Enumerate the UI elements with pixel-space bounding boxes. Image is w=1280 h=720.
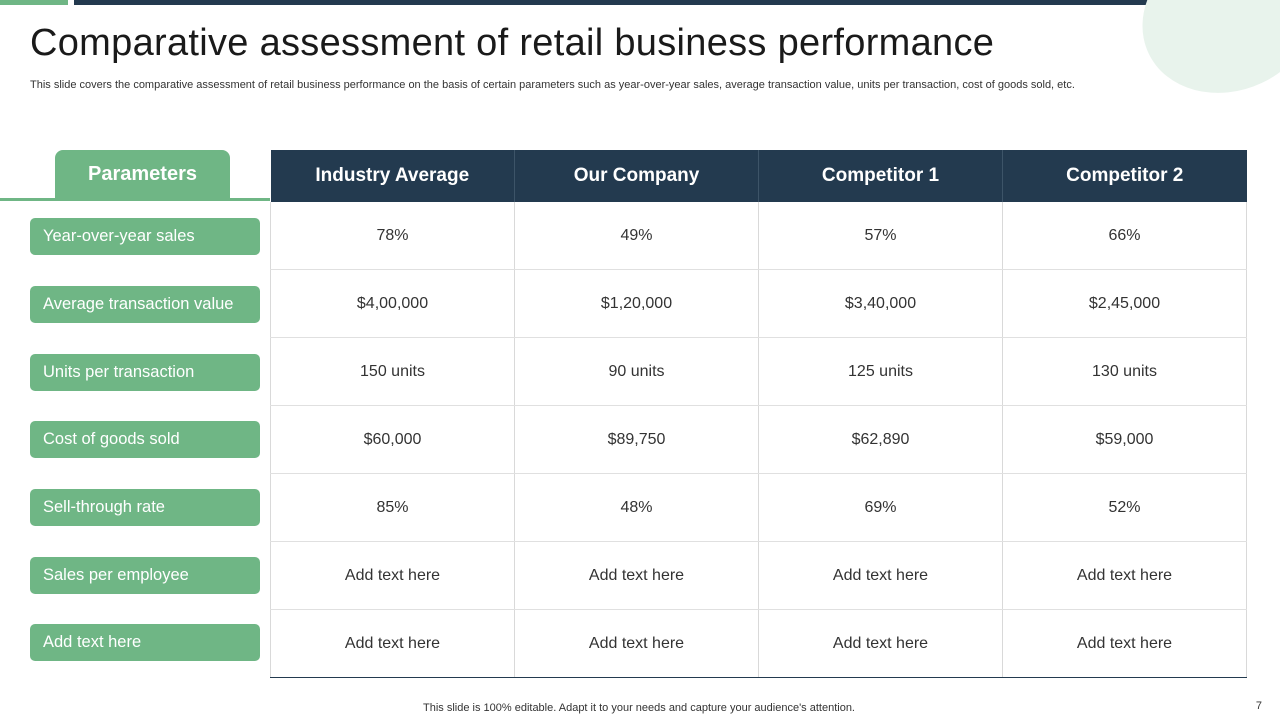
parameter-row: Average transaction value bbox=[30, 271, 260, 339]
table-cell: Add text here bbox=[270, 609, 515, 678]
table-row: $4,00,000 $1,20,000 $3,40,000 $2,45,000 bbox=[270, 269, 1247, 338]
table-cell: Add text here bbox=[514, 541, 759, 610]
table-cell: 69% bbox=[758, 473, 1003, 542]
parameter-row: Add text here bbox=[30, 609, 260, 677]
table-cell: 78% bbox=[270, 202, 515, 270]
table-cell: 66% bbox=[1002, 202, 1247, 270]
table-cell: 57% bbox=[758, 202, 1003, 270]
parameter-label: Add text here bbox=[30, 624, 260, 662]
table-cell: 48% bbox=[514, 473, 759, 542]
parameter-label: Average transaction value bbox=[30, 286, 260, 324]
footer-note: This slide is 100% editable. Adapt it to… bbox=[0, 702, 1280, 714]
table-header-row: Industry Average Our Company Competitor … bbox=[270, 150, 1247, 202]
corner-decoration bbox=[1116, 0, 1280, 122]
table-cell: 52% bbox=[1002, 473, 1247, 542]
table-cell: Add text here bbox=[758, 541, 1003, 610]
table-cell: $60,000 bbox=[270, 405, 515, 474]
page-number: 7 bbox=[1255, 700, 1262, 712]
table-cell: $62,890 bbox=[758, 405, 1003, 474]
table-row: 85% 48% 69% 52% bbox=[270, 473, 1247, 542]
table-cell: Add text here bbox=[514, 609, 759, 678]
parameter-row: Sell-through rate bbox=[30, 474, 260, 542]
parameter-list: Year-over-year sales Average transaction… bbox=[30, 203, 260, 677]
slide-title: Comparative assessment of retail busines… bbox=[30, 22, 995, 64]
table-cell: 49% bbox=[514, 202, 759, 270]
table-cell: Add text here bbox=[270, 541, 515, 610]
column-header-industry-average: Industry Average bbox=[270, 150, 515, 202]
footer-text: This slide is 100% editable. Adapt it to… bbox=[423, 702, 855, 714]
top-accent-bar-navy bbox=[74, 0, 1280, 5]
table-row: Add text here Add text here Add text her… bbox=[270, 541, 1247, 610]
parameter-label: Units per transaction bbox=[30, 353, 260, 391]
table-cell: $1,20,000 bbox=[514, 269, 759, 338]
table-cell: 90 units bbox=[514, 337, 759, 406]
parameter-row: Sales per employee bbox=[30, 541, 260, 609]
table-cell: 130 units bbox=[1002, 337, 1247, 406]
top-accent-bar-green bbox=[0, 0, 68, 5]
slide-subtitle: This slide covers the comparative assess… bbox=[30, 79, 1075, 91]
column-header-competitor-1: Competitor 1 bbox=[758, 150, 1003, 202]
table-cell: $4,00,000 bbox=[270, 269, 515, 338]
parameter-label: Year-over-year sales bbox=[30, 218, 260, 256]
table-cell: $89,750 bbox=[514, 405, 759, 474]
parameter-label: Sell-through rate bbox=[30, 489, 260, 527]
parameters-header: Parameters bbox=[55, 150, 230, 199]
table-row: Add text here Add text here Add text her… bbox=[270, 609, 1247, 678]
parameter-row: Year-over-year sales bbox=[30, 203, 260, 271]
table-cell: Add text here bbox=[758, 609, 1003, 678]
table-cell: $59,000 bbox=[1002, 405, 1247, 474]
column-header-our-company: Our Company bbox=[514, 150, 759, 202]
table-cell: 125 units bbox=[758, 337, 1003, 406]
table-row: 150 units 90 units 125 units 130 units bbox=[270, 337, 1247, 406]
table-row: $60,000 $89,750 $62,890 $59,000 bbox=[270, 405, 1247, 474]
table-cell: Add text here bbox=[1002, 541, 1247, 610]
parameters-underline bbox=[0, 198, 270, 201]
parameter-label: Sales per employee bbox=[30, 556, 260, 594]
parameter-row: Units per transaction bbox=[30, 338, 260, 406]
parameter-row: Cost of goods sold bbox=[30, 406, 260, 474]
comparison-table: Industry Average Our Company Competitor … bbox=[270, 150, 1247, 678]
table-row: 78% 49% 57% 66% bbox=[270, 202, 1247, 270]
column-header-competitor-2: Competitor 2 bbox=[1002, 150, 1247, 202]
parameter-label: Cost of goods sold bbox=[30, 421, 260, 459]
table-cell: 150 units bbox=[270, 337, 515, 406]
table-cell: Add text here bbox=[1002, 609, 1247, 678]
table-cell: $3,40,000 bbox=[758, 269, 1003, 338]
table-cell: $2,45,000 bbox=[1002, 269, 1247, 338]
table-cell: 85% bbox=[270, 473, 515, 542]
